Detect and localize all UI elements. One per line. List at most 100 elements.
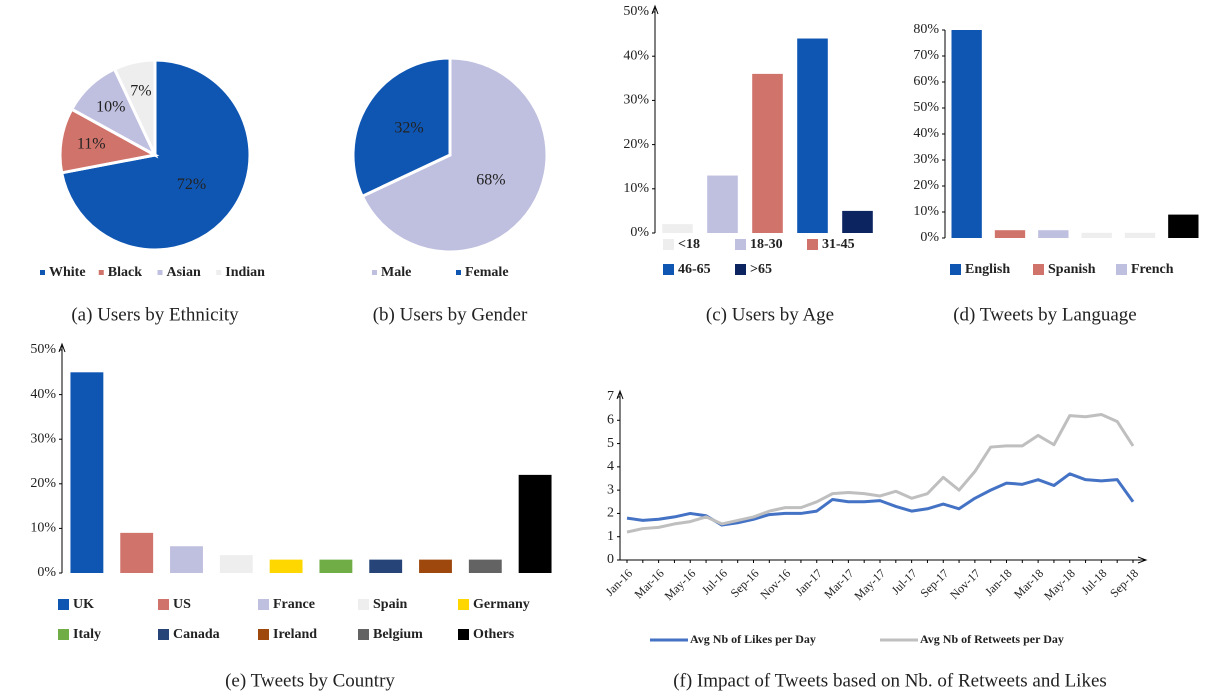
slice-label: 11% xyxy=(77,136,106,153)
y-tick-label: 20% xyxy=(913,178,939,193)
legend-label: UK xyxy=(73,597,94,612)
x-tick-label: Nov-17 xyxy=(947,566,983,602)
x-tick-label: Mar-18 xyxy=(1011,566,1046,601)
bar xyxy=(518,474,552,573)
legend-label: Germany xyxy=(473,597,530,612)
bar xyxy=(219,555,253,573)
axis-arrow xyxy=(616,389,624,400)
legend-label: US xyxy=(173,597,191,612)
bar xyxy=(797,38,828,233)
y-tick-label: 40% xyxy=(30,387,56,402)
axis-arrow xyxy=(58,342,66,353)
y-tick-label: 20% xyxy=(30,476,56,491)
line xyxy=(626,412,1135,534)
y-tick-label: 50% xyxy=(913,100,939,115)
x-tick-label: Sep-17 xyxy=(917,566,951,600)
legend-swatch xyxy=(40,270,45,275)
slice-label: 32% xyxy=(394,120,423,137)
legend-swatch xyxy=(1033,264,1044,275)
legend-label: Italy xyxy=(73,627,101,642)
y-tick-label: 40% xyxy=(913,126,939,141)
y-tick-label: 10% xyxy=(30,521,56,536)
bar xyxy=(1168,214,1199,238)
legend-swatch xyxy=(258,629,269,640)
legend-swatch xyxy=(735,264,746,275)
x-tick-label: Sep-16 xyxy=(728,566,762,600)
legend-swatch xyxy=(58,629,69,640)
caption: (e) Tweets by Country xyxy=(225,670,395,691)
legend-swatch xyxy=(158,629,169,640)
legend-label: >65 xyxy=(750,262,772,277)
slice-label: 68% xyxy=(476,172,505,189)
y-tick-label: 0% xyxy=(630,225,649,240)
legend-swatch xyxy=(663,239,674,250)
bar xyxy=(707,175,738,233)
legend-swatch xyxy=(735,239,746,250)
legend-swatch xyxy=(456,270,461,275)
legend-label: French xyxy=(1131,262,1174,277)
y-tick-label: 30% xyxy=(30,431,56,446)
x-tick-label: May-16 xyxy=(662,566,699,603)
y-tick-label: 30% xyxy=(623,93,649,108)
legend-label: Belgium xyxy=(373,627,423,642)
caption: (a) Users by Ethnicity xyxy=(71,304,239,325)
pie-slice xyxy=(351,56,452,199)
bar xyxy=(1038,230,1069,238)
legend-swatch xyxy=(372,270,377,275)
legend-label: Spain xyxy=(373,597,407,612)
x-tick-label: May-18 xyxy=(1041,566,1078,603)
pie-slice xyxy=(112,58,157,156)
x-tick-label: Jan-16 xyxy=(603,566,636,599)
legend-swatch xyxy=(1116,264,1127,275)
slice-label: 72% xyxy=(177,176,206,193)
x-tick-label: Jul-17 xyxy=(889,566,920,597)
y-tick-label: 40% xyxy=(623,48,649,63)
y-tick-label: 6 xyxy=(607,413,614,428)
bar xyxy=(468,559,502,573)
legend-swatch xyxy=(358,629,369,640)
y-tick-label: 1 xyxy=(607,529,614,544)
x-tick-label: Jul-18 xyxy=(1078,566,1109,597)
y-tick-label: 3 xyxy=(607,482,614,497)
y-tick-label: 50% xyxy=(623,4,649,19)
legend-swatch xyxy=(158,599,169,610)
legend-label: Black xyxy=(108,265,142,280)
legend-label: Male xyxy=(381,265,411,280)
y-tick-label: 0% xyxy=(37,565,56,580)
caption: (b) Users by Gender xyxy=(373,304,528,325)
y-tick-label: 0 xyxy=(607,552,614,567)
legend-label: Female xyxy=(465,265,509,280)
pie-slice xyxy=(360,56,549,254)
bar xyxy=(1081,232,1112,238)
legend-label: Canada xyxy=(173,627,220,642)
y-tick-label: 30% xyxy=(913,152,939,167)
axis-arrow xyxy=(1137,556,1148,564)
axis-arrow xyxy=(651,4,659,15)
caption: (d) Tweets by Language xyxy=(953,304,1137,325)
x-tick-label: Jul-16 xyxy=(699,566,730,597)
bar xyxy=(842,210,873,233)
legend-label: Ireland xyxy=(273,627,317,642)
legend-swatch xyxy=(458,629,469,640)
bar xyxy=(70,372,104,573)
x-tick-label: Mar-16 xyxy=(632,566,667,601)
x-tick-label: Jan-18 xyxy=(982,566,1015,599)
legend-label: White xyxy=(49,265,86,280)
x-tick-label: May-17 xyxy=(851,566,888,603)
legend-label: 46-65 xyxy=(678,262,711,277)
legend-label: <18 xyxy=(678,237,700,252)
y-tick-label: 50% xyxy=(30,342,56,357)
legend-swatch xyxy=(98,270,104,275)
bar xyxy=(369,559,403,573)
legend-swatch xyxy=(258,599,269,610)
legend-swatch xyxy=(216,270,222,275)
legend-label: Avg Nb of Retweets per Day xyxy=(920,632,1064,646)
bar xyxy=(319,559,353,573)
bar xyxy=(1124,232,1156,238)
legend-swatch xyxy=(807,239,818,250)
y-tick-label: 2 xyxy=(607,506,614,521)
bar xyxy=(752,73,783,233)
legend-label: Others xyxy=(473,627,515,642)
